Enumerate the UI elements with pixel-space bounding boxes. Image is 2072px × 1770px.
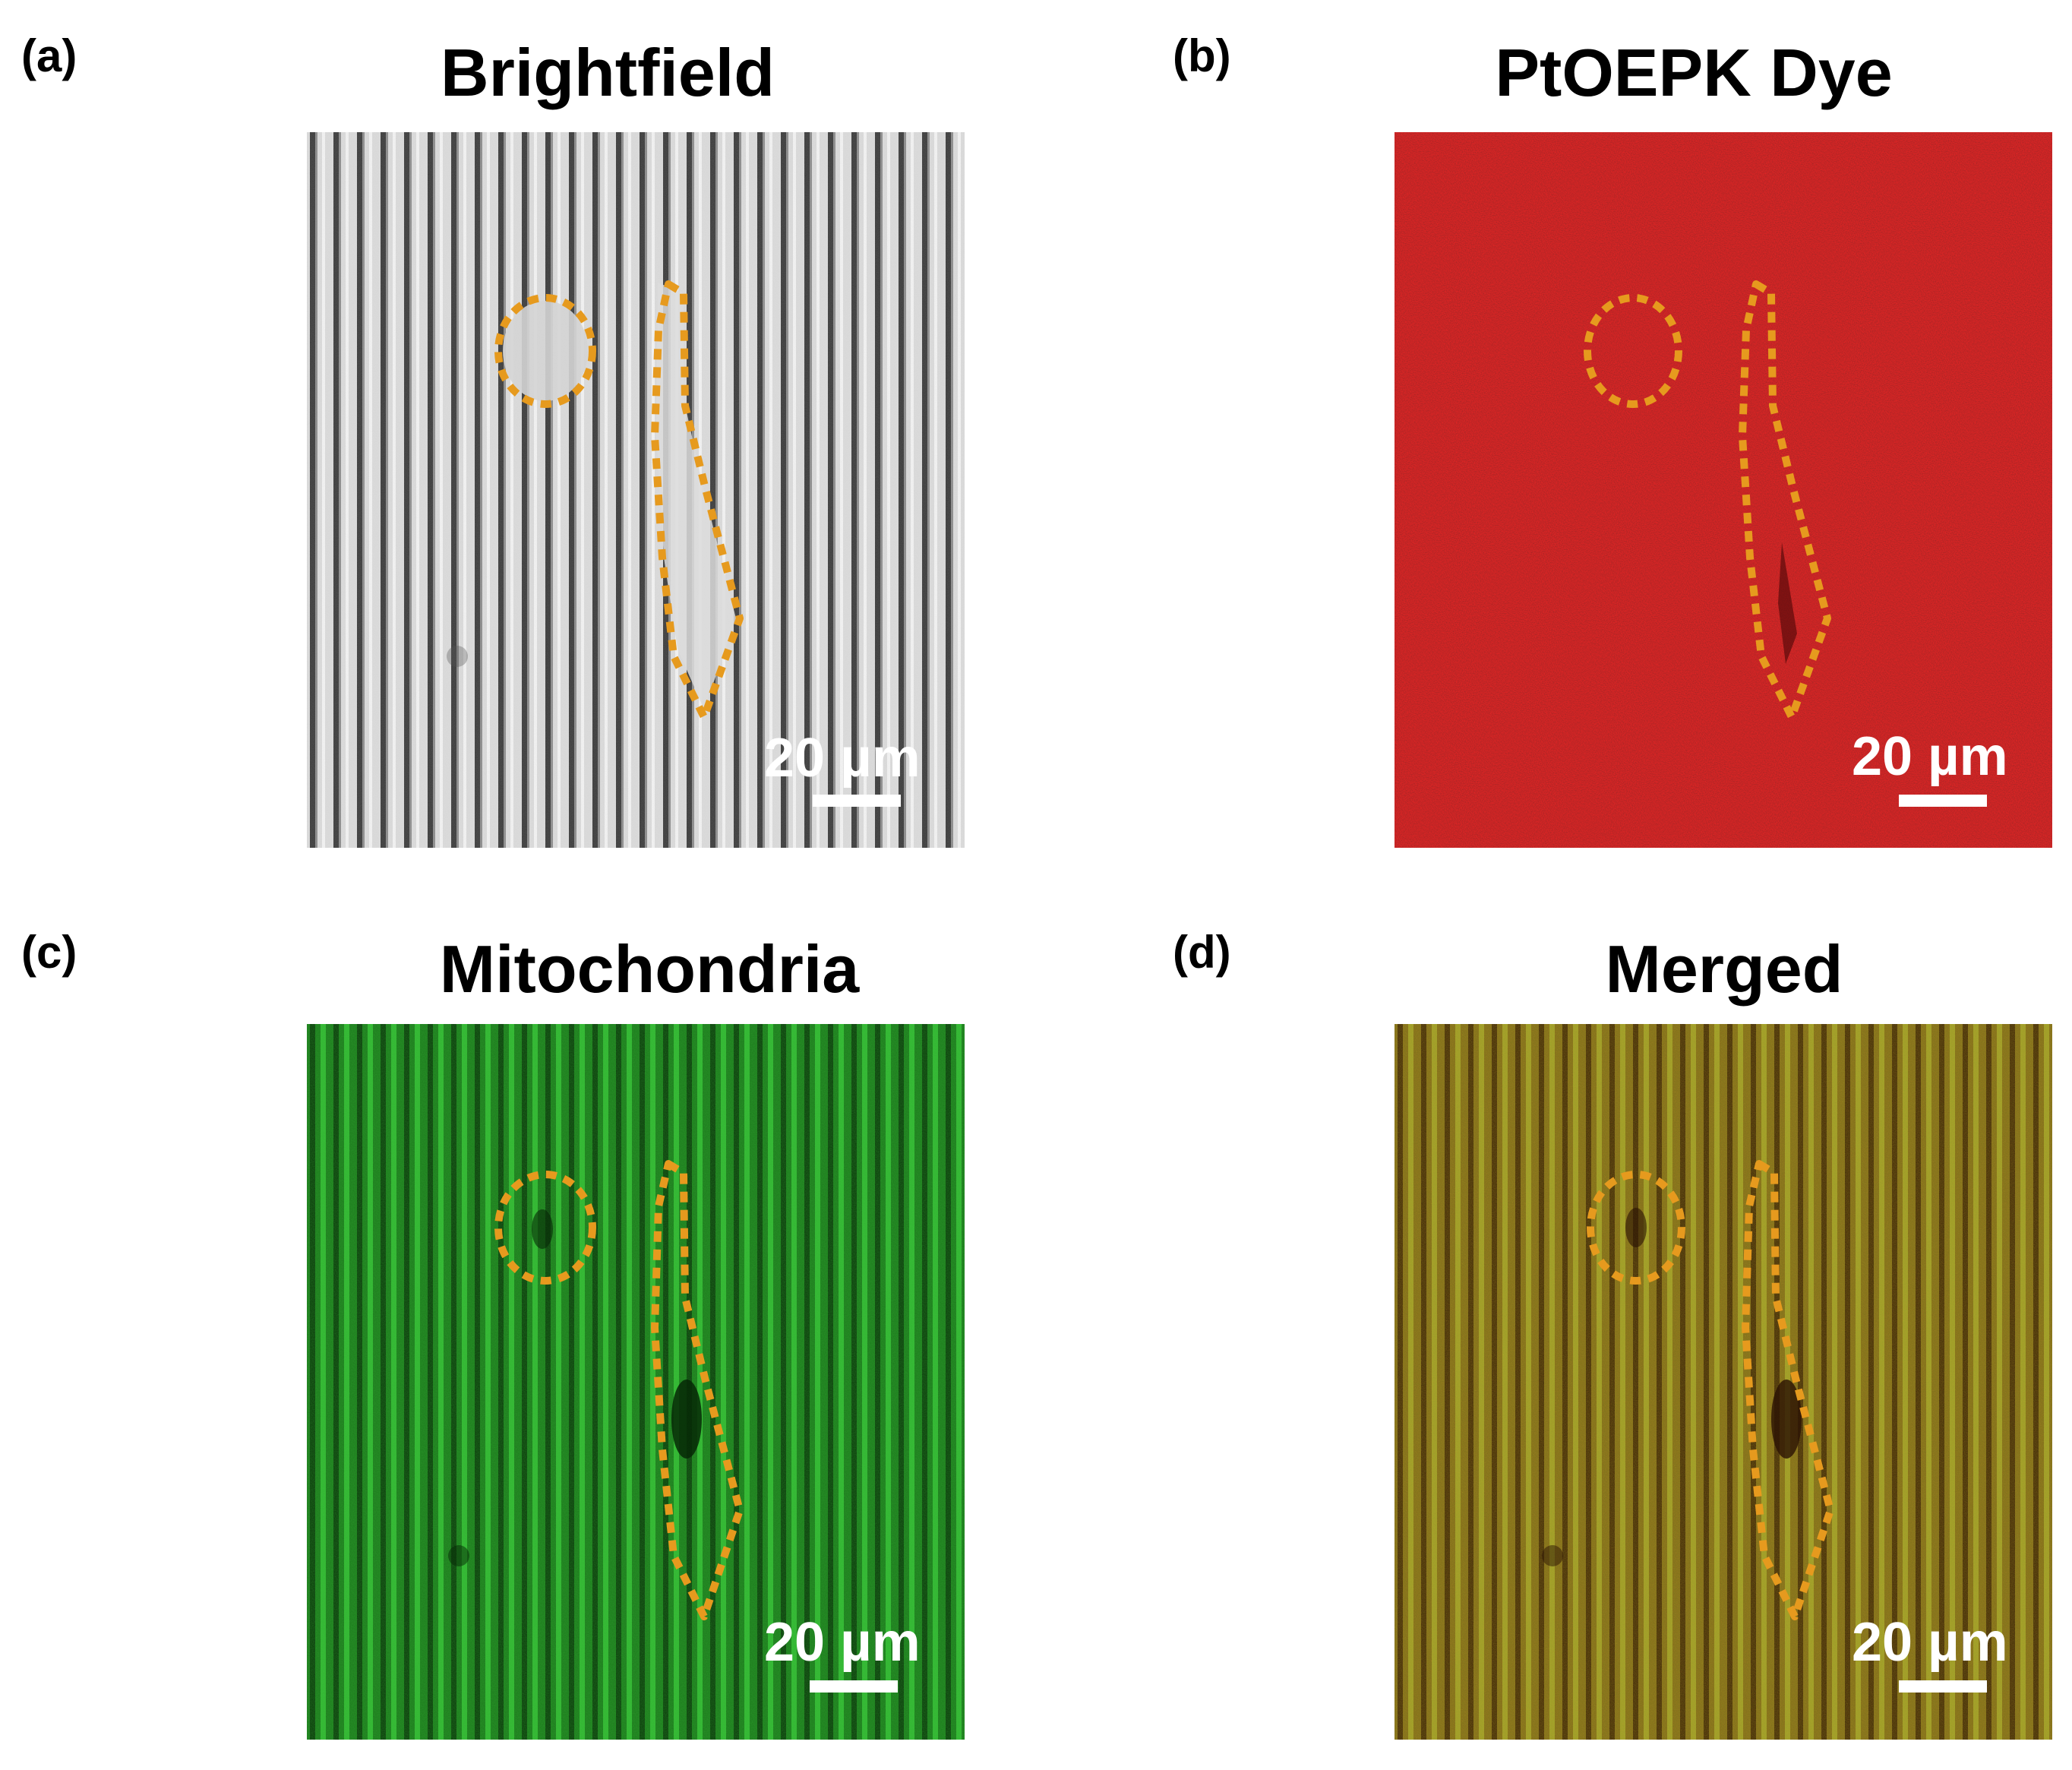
panel-b-scale-label: 20 µm (1852, 726, 2008, 787)
panel-d-scale-bar (1899, 1680, 1987, 1693)
round-cell-outline (1587, 1171, 1685, 1285)
panel-c-scale-bar (810, 1680, 898, 1693)
merged-svg (1394, 1024, 2052, 1740)
dye-dark-region (1778, 542, 1797, 664)
panel-a-title: Brightfield (441, 35, 775, 110)
panel-c-scale-label: 20 µm (764, 1612, 921, 1673)
round-cell-outline (1584, 294, 1682, 408)
panel-d-letter: (d) (1173, 927, 1231, 978)
elongated-cell-outline (651, 280, 744, 721)
elongated-cell (656, 283, 736, 710)
elongated-cell-outline (651, 1160, 744, 1620)
round-cell-outline (494, 1171, 596, 1285)
merged-image (1394, 1024, 2052, 1740)
debris-spot (447, 646, 468, 667)
panel-c-letter: (c) (21, 927, 77, 978)
elongated-cell-outline (1742, 1160, 1834, 1620)
panel-a-scale-bar (813, 795, 901, 807)
nucleus-dark (671, 1380, 702, 1459)
elongated-cell-outline (1739, 280, 1831, 721)
mitochondria-svg (307, 1024, 965, 1740)
panel-b-title: PtOEPK Dye (1495, 35, 1893, 110)
panel-b-letter: (b) (1173, 30, 1231, 81)
nucleus-dark (1771, 1380, 1802, 1459)
panel-d-scale-label: 20 µm (1852, 1612, 2008, 1673)
panel-c-title: Mitochondria (439, 931, 860, 1007)
round-cell (503, 301, 588, 401)
panel-d-title: Merged (1605, 931, 1843, 1007)
panel-a-scale-label: 20 µm (764, 728, 921, 789)
brightfield-svg (307, 132, 965, 848)
brightfield-image (307, 132, 965, 848)
dye-svg (1394, 132, 2052, 848)
mitochondria-image (307, 1024, 965, 1740)
dye-image (1394, 132, 2052, 848)
panel-b-scale-bar (1899, 795, 1987, 807)
panel-a-letter: (a) (21, 30, 77, 81)
round-cell-outline (494, 294, 596, 408)
